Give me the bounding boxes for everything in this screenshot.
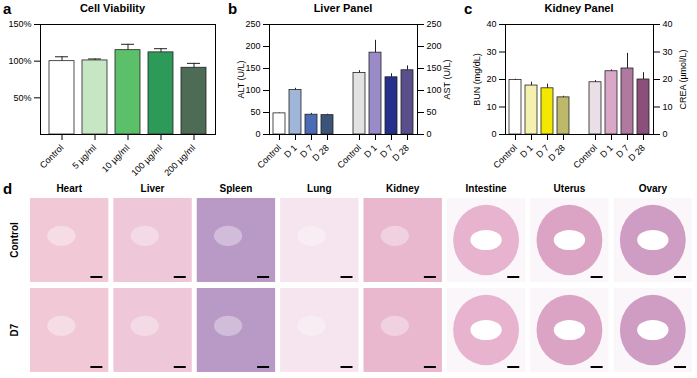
svg-text:d: d — [3, 180, 12, 197]
svg-text:10: 10 — [486, 102, 496, 112]
svg-text:10 µg/ml: 10 µg/ml — [100, 143, 132, 175]
svg-text:40: 40 — [486, 19, 496, 29]
html-text:Cell Viability: Cell Viability — [79, 2, 146, 14]
svg-text:200: 200 — [245, 41, 260, 51]
svg-text:D 7: D 7 — [378, 142, 395, 160]
svg-text:D 1: D 1 — [518, 143, 535, 160]
svg-text:200: 200 — [427, 41, 442, 51]
svg-text:250: 250 — [427, 19, 442, 29]
svg-text:D 28: D 28 — [390, 143, 411, 164]
svg-text:30: 30 — [663, 47, 673, 57]
svg-text:D7: D7 — [9, 323, 20, 336]
svg-text:250: 250 — [245, 19, 260, 29]
svg-text:150%: 150% — [8, 19, 31, 29]
svg-text:100: 100 — [427, 85, 442, 95]
svg-text:150: 150 — [245, 63, 260, 73]
svg-text:100 µg/ml: 100 µg/ml — [129, 143, 164, 178]
html-text:a: a — [3, 0, 12, 17]
svg-text:D 7: D 7 — [534, 142, 551, 160]
svg-text:ALT (U/L): ALT (U/L) — [236, 60, 246, 98]
svg-text:50: 50 — [250, 107, 260, 117]
svg-text:Control: Control — [38, 143, 66, 171]
svg-text:D 1: D 1 — [282, 143, 299, 160]
html-text:Liver Panel: Liver Panel — [313, 2, 373, 14]
svg-text:Liver: Liver — [141, 183, 165, 194]
svg-text:100%: 100% — [8, 56, 31, 66]
html-text:Kidney Panel: Kidney Panel — [544, 2, 614, 14]
svg-text:Kidney: Kidney — [386, 183, 420, 194]
svg-text:100: 100 — [245, 85, 260, 95]
svg-text:200 µg/ml: 200 µg/ml — [162, 143, 197, 178]
svg-text:Control: Control — [255, 143, 283, 171]
svg-text:0: 0 — [427, 129, 432, 139]
svg-text:Control: Control — [9, 222, 20, 258]
svg-text:CREA (µmol/L): CREA (µmol/L) — [678, 49, 688, 109]
svg-text:0: 0 — [255, 129, 260, 139]
svg-text:Spleen: Spleen — [220, 183, 253, 194]
svg-text:0: 0 — [491, 129, 496, 139]
svg-text:0: 0 — [663, 129, 668, 139]
svg-text:50: 50 — [427, 107, 437, 117]
svg-text:BUN (mg/dL): BUN (mg/dL) — [472, 53, 482, 106]
svg-text:Lung: Lung — [307, 183, 331, 194]
svg-text:5 µg/ml: 5 µg/ml — [70, 143, 98, 171]
svg-text:10: 10 — [663, 102, 673, 112]
svg-text:40: 40 — [663, 19, 673, 29]
svg-text:150: 150 — [427, 63, 442, 73]
svg-text:Heart: Heart — [56, 183, 82, 194]
svg-text:Control: Control — [571, 143, 599, 171]
svg-text:D 7: D 7 — [614, 142, 631, 160]
svg-text:Control: Control — [335, 143, 363, 171]
svg-text:D 28: D 28 — [310, 143, 331, 164]
svg-text:30: 30 — [486, 47, 496, 57]
html-text:c: c — [464, 0, 473, 17]
svg-text:50%: 50% — [13, 93, 31, 103]
svg-text:D 7: D 7 — [298, 142, 315, 160]
svg-text:Uterus: Uterus — [554, 183, 586, 194]
svg-text:20: 20 — [486, 74, 496, 84]
svg-text:D 1: D 1 — [362, 143, 379, 160]
svg-text:D 1: D 1 — [598, 143, 615, 160]
svg-text:20: 20 — [663, 74, 673, 84]
svg-text:Ovary: Ovary — [639, 183, 668, 194]
svg-text:D 28: D 28 — [546, 143, 567, 164]
html-text:b: b — [228, 0, 238, 17]
svg-text:Control: Control — [491, 143, 519, 171]
svg-text:Intestine: Intestine — [466, 183, 508, 194]
svg-text:AST (U/L): AST (U/L) — [442, 60, 452, 100]
svg-text:D 28: D 28 — [626, 143, 647, 164]
